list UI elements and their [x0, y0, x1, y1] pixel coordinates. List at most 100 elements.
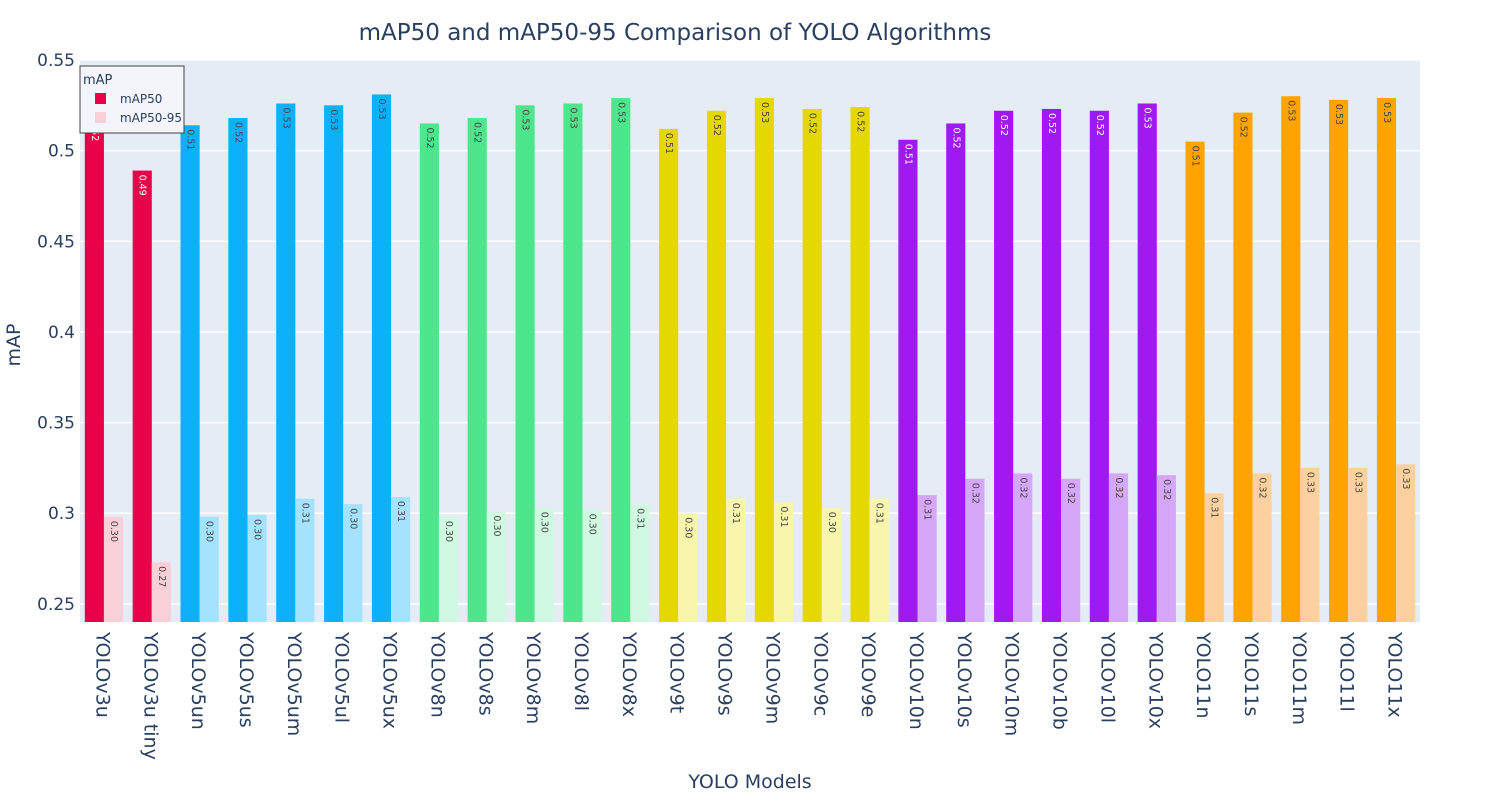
bar-map50-95-yolov5us[interactable] [247, 515, 267, 622]
x-tick-label-yolov8x: YOLOv8x [618, 631, 640, 717]
bar-map50-yolov8l[interactable] [563, 103, 583, 623]
bar-map50-95-yolov9e[interactable] [869, 498, 889, 622]
bar-map50-yolo11n[interactable] [1185, 141, 1205, 623]
bar-label-map50-95-yolov9m: 0.31 [778, 506, 789, 527]
bar-label-map50-95-yolo11m: 0.33 [1304, 472, 1315, 493]
y-tick-label: 0.35 [37, 414, 75, 434]
bar-map50-95-yolov9m[interactable] [773, 502, 794, 622]
bar-label-map50-yolov5us: 0.52 [232, 122, 243, 143]
x-tick-label-yolov10l: YOLOv10l [1096, 631, 1118, 723]
bar-map50-yolov10s[interactable] [946, 123, 966, 623]
bar-map50-yolov10n[interactable] [898, 139, 918, 622]
legend-label-map50[interactable]: mAP50 [120, 92, 162, 106]
bar-map50-95-yolo11l[interactable] [1348, 467, 1368, 622]
bar-map50-95-yolov10b[interactable] [1061, 478, 1081, 622]
legend[interactable]: mAP mAP50 mAP50-95 [79, 65, 185, 134]
bar-map50-95-yolov8m[interactable] [534, 507, 554, 622]
bar-map50-95-yolov5un[interactable] [199, 516, 219, 622]
x-tick-label-yolov8m: YOLOv8m [522, 631, 544, 724]
bar-label-map50-95-yolo11n: 0.31 [1209, 497, 1220, 518]
x-tick-label-yolov8l: YOLOv8l [570, 631, 592, 711]
bar-label-map50-yolov9s: 0.52 [711, 115, 722, 136]
bar-map50-yolov10b[interactable] [1041, 108, 1062, 623]
bar-map50-95-yolov3u-tiny[interactable] [151, 562, 171, 622]
bar-label-map50-95-yolo11l: 0.33 [1352, 472, 1363, 493]
chart-title: mAP50 and mAP50-95 Comparison of YOLO Al… [359, 20, 992, 46]
bar-map50-95-yolo11s[interactable] [1252, 473, 1272, 622]
bar-map50-yolov8n[interactable] [419, 123, 439, 623]
bar-map50-yolov9c[interactable] [802, 108, 822, 623]
bar-label-map50-yolov8x: 0.53 [615, 102, 626, 123]
bar-label-map50-95-yolo11x: 0.33 [1400, 468, 1411, 489]
bar-map50-yolov10l[interactable] [1089, 110, 1109, 622]
bar-data-labels: 0.52 0.30 0.49 0.27 0.51 0.30 0.52 0.30 0.53 0.31… [89, 98, 1411, 587]
bar-map50-yolov9e[interactable] [850, 107, 870, 622]
bar-label-map50-yolov10x: 0.53 [1142, 108, 1153, 129]
bar-label-map50-yolov8m: 0.53 [520, 109, 531, 130]
bar-map50-95-yolov10m[interactable] [1013, 473, 1033, 622]
bar-label-map50-95-yolov8x: 0.31 [634, 508, 645, 529]
bar-map50-95-yolov5ux[interactable] [391, 496, 411, 622]
bar-map50-95-yolov8x[interactable] [630, 504, 650, 622]
bar-map50-yolov5ux[interactable] [371, 94, 392, 622]
bar-map50-yolov10x[interactable] [1137, 103, 1157, 623]
bar-label-map50-yolo11m: 0.53 [1285, 100, 1296, 121]
bar-map50-yolo11l[interactable] [1329, 99, 1349, 623]
bar-map50-yolov8x[interactable] [611, 98, 631, 622]
bar-map50-yolov9t[interactable] [659, 128, 679, 622]
bar-map50-yolo11x[interactable] [1376, 98, 1397, 622]
bar-label-map50-95-yolov3u: 0.30 [108, 521, 119, 542]
bar-map50-95-yolov10n[interactable] [917, 495, 937, 622]
bar-map50-95-yolov9s[interactable] [726, 498, 746, 622]
legend-swatch-map50[interactable] [95, 93, 106, 104]
bar-map50-95-yolov10l[interactable] [1108, 473, 1129, 622]
bar-map50-95-yolo11n[interactable] [1204, 493, 1224, 622]
bar-map50-95-yolov10x[interactable] [1156, 475, 1176, 622]
bar-label-map50-95-yolov8s: 0.30 [491, 515, 502, 536]
bar-label-map50-yolov9c: 0.52 [807, 113, 818, 134]
bar-map50-95-yolov8s[interactable] [486, 511, 506, 622]
bar-label-map50-95-yolov10x: 0.32 [1161, 479, 1172, 500]
bar-label-map50-yolov10n: 0.51 [902, 144, 913, 165]
bar-map50-95-yolov10s[interactable] [965, 478, 985, 622]
bar-label-map50-95-yolov10s: 0.32 [969, 483, 980, 504]
bar-map50-95-yolov8n[interactable] [438, 516, 459, 622]
x-tick-label-yolov5un: YOLOv5un [187, 631, 209, 730]
bar-map50-yolov9m[interactable] [754, 98, 774, 622]
x-tick-label-yolov5us: YOLOv5us [235, 631, 257, 728]
bar-map50-95-yolov9t[interactable] [678, 513, 698, 622]
bar-map50-yolov5us[interactable] [228, 118, 248, 622]
bar-map50-yolov8m[interactable] [515, 105, 535, 623]
x-tick-label-yolov10m: YOLOv10m [1001, 631, 1023, 736]
bar-map50-95-yolo11m[interactable] [1300, 467, 1320, 622]
x-tick-label-yolov3u-tiny: YOLOv3u tiny [139, 631, 161, 760]
bar-label-map50-yolov10m: 0.52 [998, 115, 1009, 136]
bar-map50-yolov5ul[interactable] [324, 105, 344, 623]
bar-label-map50-yolo11n: 0.51 [1190, 146, 1201, 167]
bar-map50-yolov3u[interactable] [84, 116, 104, 622]
bar-map50-yolov3u-tiny[interactable] [132, 170, 152, 622]
bar-map50-yolov10m[interactable] [994, 110, 1014, 622]
bar-map50-95-yolov8l[interactable] [582, 509, 602, 622]
bar-map50-yolov8s[interactable] [467, 118, 487, 622]
bar-map50-95-yolov5um[interactable] [295, 498, 315, 622]
bar-map50-95-yolov9c[interactable] [821, 507, 841, 622]
bar-label-map50-95-yolov5un: 0.30 [204, 521, 215, 542]
bar-map50-yolo11s[interactable] [1233, 112, 1253, 623]
bar-map50-yolo11m[interactable] [1281, 96, 1301, 623]
bar-map50-yolov9s[interactable] [706, 110, 727, 622]
bar-label-map50-95-yolov5um: 0.31 [299, 503, 310, 524]
x-tick-label-yolov10x: YOLOv10x [1144, 631, 1166, 729]
bar-label-map50-95-yolov5ux: 0.31 [395, 501, 406, 522]
bar-label-map50-95-yolov3u-tiny: 0.27 [156, 566, 167, 587]
bar-map50-yolov5un[interactable] [180, 125, 200, 622]
bar-map50-95-yolo11x[interactable] [1396, 464, 1416, 622]
x-axis-label: YOLO Models [687, 771, 811, 793]
bar-map50-95-yolov5ul[interactable] [343, 504, 363, 622]
bar-map50-95-yolov3u[interactable] [103, 516, 124, 622]
bar-map50-yolov5um[interactable] [276, 103, 296, 623]
legend-title: mAP [83, 73, 113, 88]
legend-label-map50-95[interactable]: mAP50-95 [120, 111, 182, 125]
legend-swatch-map50-95[interactable] [95, 112, 106, 123]
x-tick-label-yolov10s: YOLOv10s [953, 631, 975, 728]
